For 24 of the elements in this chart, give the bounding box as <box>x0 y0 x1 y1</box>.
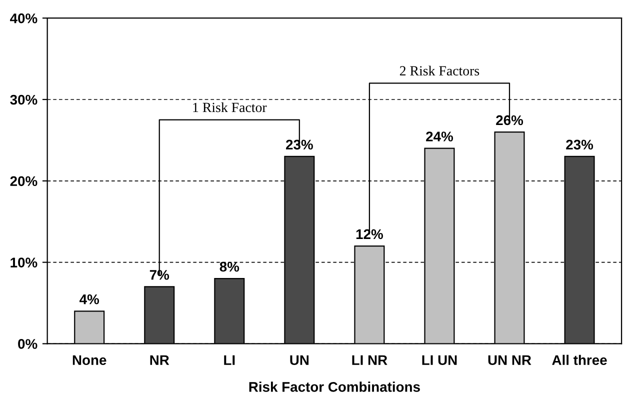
x-tick-label: LI NR <box>352 355 388 365</box>
data-label: 7% <box>150 270 170 280</box>
data-label: 8% <box>220 262 240 272</box>
x-tick-label: UN NR <box>488 355 532 366</box>
data-label: 23% <box>286 140 313 150</box>
y-tick-label: 40% <box>10 13 38 24</box>
data-label: 4% <box>80 294 100 304</box>
x-tick-label: UN <box>290 355 309 366</box>
x-tick-label: LI <box>224 355 235 365</box>
x-tick-label: None <box>72 355 106 366</box>
annotation: 1 Risk Factor <box>193 102 267 112</box>
data-label: 26% <box>496 115 524 126</box>
annotation: 2 Risk Factors <box>400 66 480 76</box>
y-tick-label: 10% <box>10 258 38 268</box>
y-tick-label: 20% <box>10 176 38 186</box>
x-tick-label: LI UN <box>422 355 457 366</box>
x-tick-label: NR <box>150 355 170 365</box>
data-label: 12% <box>356 229 383 240</box>
y-tick-label: 0% <box>18 339 38 349</box>
x-axis-title: Risk Factor Combinations <box>249 382 420 392</box>
data-label: 24% <box>426 132 453 142</box>
y-tick-label: 30% <box>10 94 38 105</box>
data-label: 23% <box>566 140 594 150</box>
x-tick-label: All three <box>552 354 607 366</box>
